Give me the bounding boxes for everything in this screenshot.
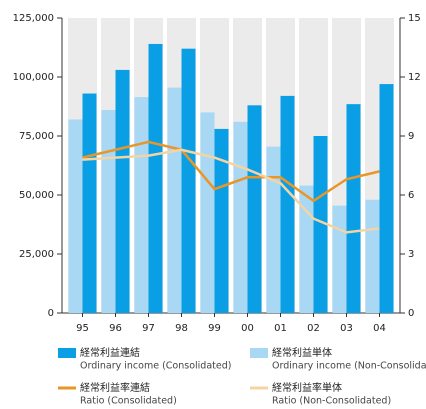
y-tick-label: 125,000	[13, 13, 54, 24]
bar	[214, 128, 229, 313]
x-tick-label: 99	[208, 323, 221, 334]
bar	[247, 105, 262, 313]
y2-tick-label: 15	[408, 13, 421, 24]
bar	[82, 93, 97, 314]
bar	[68, 119, 83, 313]
x-tick-label: 04	[373, 323, 386, 334]
legend-swatch	[58, 386, 76, 390]
bar	[379, 84, 394, 313]
bar	[365, 199, 380, 313]
line-series	[82, 148, 380, 234]
bar	[299, 185, 314, 313]
bar	[346, 104, 361, 313]
bar	[134, 97, 149, 313]
legend-swatch	[250, 386, 268, 390]
bar	[181, 48, 196, 314]
x-tick-label: 97	[142, 323, 155, 334]
legend-label: 経常利益連結	[80, 346, 140, 359]
y-tick-label: 25,000	[19, 249, 54, 260]
x-tick-label: 01	[274, 323, 287, 334]
x-tick-label: 98	[175, 323, 188, 334]
bar	[233, 121, 248, 313]
bar	[332, 205, 347, 313]
legend-description: Ordinary income (Consolidated)	[80, 361, 231, 372]
bar	[115, 69, 130, 313]
bar	[313, 136, 328, 313]
line-series	[82, 140, 380, 203]
legend-label: 経常利益率連結	[80, 381, 150, 394]
x-tick-label: 96	[109, 323, 122, 334]
x-tick-label: 03	[340, 323, 353, 334]
x-tick-label: 00	[241, 323, 254, 334]
legend-label: 経常利益率単体	[272, 381, 342, 394]
y2-tick-label: 6	[408, 190, 414, 201]
y-tick-label: 0	[48, 308, 54, 319]
legend-description: Ordinary income (Non-Consolidated)	[272, 361, 426, 372]
bar	[167, 87, 182, 314]
y-tick-label: 100,000	[13, 72, 54, 83]
y2-tick-label: 0	[408, 308, 414, 319]
legend-swatch	[58, 348, 76, 358]
y-tick-label: 50,000	[19, 190, 54, 201]
bar	[200, 112, 215, 314]
y2-tick-label: 3	[408, 249, 414, 260]
bar	[280, 95, 295, 313]
y-tick-label: 75,000	[19, 131, 54, 142]
y2-tick-label: 12	[408, 72, 421, 83]
bar	[148, 43, 163, 314]
legend-description: Ratio (Non-Consolidated)	[272, 396, 391, 407]
legend-description: Ratio (Consolidated)	[80, 396, 177, 407]
legend-label: 経常利益単体	[272, 346, 332, 359]
legend-swatch	[250, 348, 268, 358]
x-tick-label: 95	[76, 323, 89, 334]
x-tick-label: 02	[307, 323, 320, 334]
bar	[101, 110, 116, 313]
bar	[266, 146, 281, 313]
y2-tick-label: 9	[408, 131, 414, 142]
